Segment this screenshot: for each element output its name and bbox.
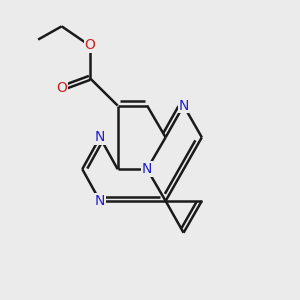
Text: O: O: [84, 38, 95, 52]
Text: N: N: [95, 194, 105, 208]
Text: N: N: [178, 98, 189, 112]
Text: N: N: [95, 130, 105, 144]
Text: O: O: [56, 81, 67, 95]
Text: N: N: [142, 162, 152, 176]
